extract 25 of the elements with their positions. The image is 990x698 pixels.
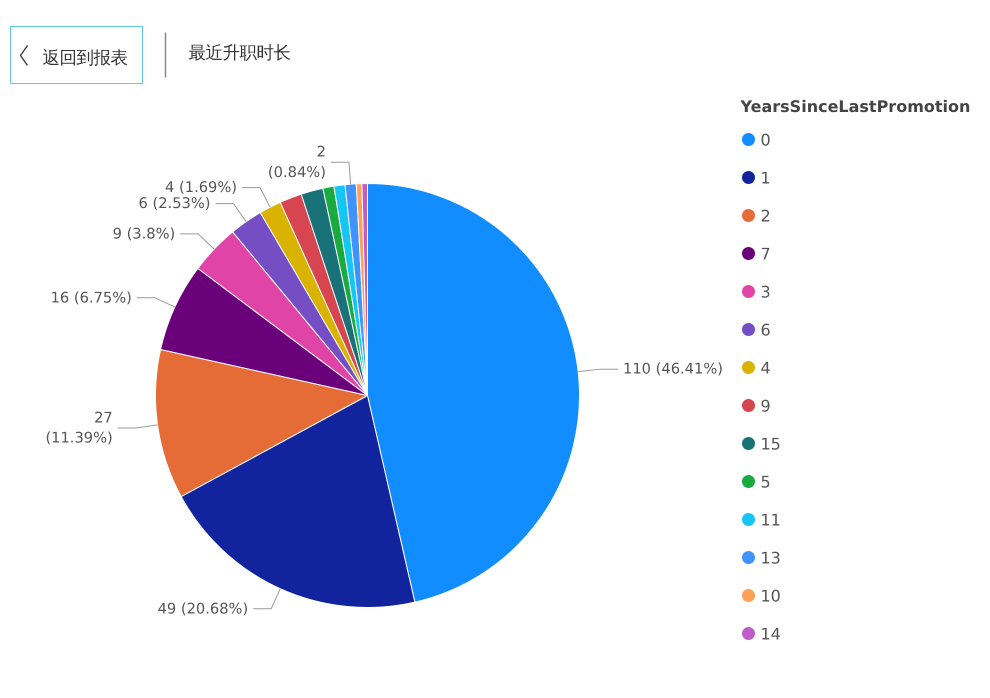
data-label: 110 (46.41%) (623, 360, 723, 378)
legend-label: 15 (760, 434, 781, 454)
data-label: 49 (20.68%) (158, 600, 248, 618)
legend-label: 7 (760, 244, 771, 264)
data-label: 9 (3.8%) (112, 225, 176, 242)
legend-label: 9 (760, 396, 771, 416)
data-label: 16 (6.75%) (50, 289, 132, 306)
legend-label: 1 (760, 168, 771, 188)
legend-label: 13 (760, 548, 781, 568)
legend-label: 6 (760, 320, 771, 340)
legend-label: 4 (760, 358, 771, 378)
data-label: 27 (11.39%) (45, 409, 113, 447)
legend-label: 10 (760, 586, 781, 606)
legend-label: 2 (760, 206, 771, 226)
data-label: 6 (2.53%) (138, 195, 210, 212)
legend-label: 14 (760, 624, 781, 644)
legend-label: 0 (760, 130, 771, 150)
legend-title: YearsSinceLastPromotion (740, 97, 970, 116)
legend-label: 11 (760, 510, 781, 530)
data-label: 2 (0.84%) (268, 144, 326, 181)
chart-title: 最近升职时长 (188, 44, 290, 64)
legend-label: 3 (760, 282, 771, 302)
data-label: 4 (1.69%) (165, 179, 238, 196)
legend-label: 5 (760, 472, 771, 492)
text: 返回到报表 (42, 48, 128, 68)
